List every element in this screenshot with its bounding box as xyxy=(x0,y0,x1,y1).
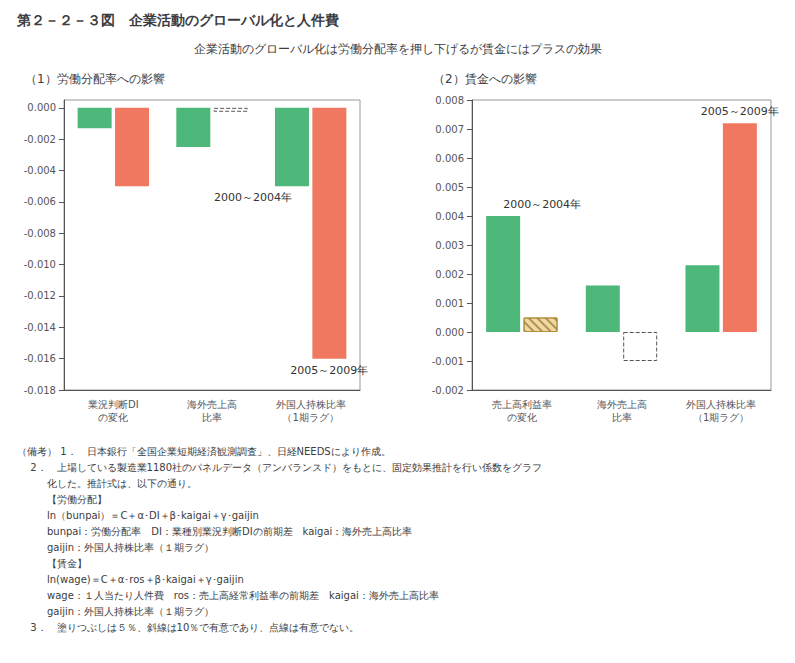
svg-text:gaijin：外国人持株比率（１期ラグ）: gaijin：外国人持株比率（１期ラグ） xyxy=(17,606,214,617)
svg-text:gaijin：外国人持株比率（１期ラグ）: gaijin：外国人持株比率（１期ラグ） xyxy=(17,542,214,553)
svg-text:0.000: 0.000 xyxy=(435,327,464,338)
svg-text:-0.010: -0.010 xyxy=(24,259,56,270)
svg-text:の変化: の変化 xyxy=(507,412,537,423)
svg-text:売上高利益率: 売上高利益率 xyxy=(492,399,552,410)
svg-text:の変化: の変化 xyxy=(98,412,128,423)
svg-text:0.005: 0.005 xyxy=(435,182,464,193)
svg-text:wage：１人当たり人件費 ros：売上高経常利益率の前期差: wage：１人当たり人件費 ros：売上高経常利益率の前期差 kaigai：海外… xyxy=(17,590,439,601)
svg-text:-0.008: -0.008 xyxy=(24,228,56,239)
svg-text:（2）賃金への影響: （2）賃金への影響 xyxy=(433,72,537,86)
svg-text:0.002: 0.002 xyxy=(435,269,464,280)
svg-text:【賃金】: 【賃金】 xyxy=(17,558,87,569)
svg-text:2005～2009年: 2005～2009年 xyxy=(701,105,779,118)
svg-text:-0.014: -0.014 xyxy=(24,322,56,333)
svg-text:比率: 比率 xyxy=(612,412,632,423)
svg-text:-0.002: -0.002 xyxy=(432,385,464,396)
svg-text:ln（bunpai）＝C＋α･DI＋β･kaigai＋γ･g: ln（bunpai）＝C＋α･DI＋β･kaigai＋γ･gaijin xyxy=(17,510,259,521)
svg-text:【労働分配】: 【労働分配】 xyxy=(17,494,107,505)
svg-text:-0.004: -0.004 xyxy=(24,165,56,176)
svg-text:-0.018: -0.018 xyxy=(24,385,56,396)
svg-text:0.006: 0.006 xyxy=(435,153,464,164)
svg-text:2000～2004年: 2000～2004年 xyxy=(503,198,581,211)
svg-text:外国人持株比率: 外国人持株比率 xyxy=(276,399,346,410)
svg-text:（1期ラグ）: （1期ラグ） xyxy=(693,412,749,423)
svg-text:2． 上場している製造業1180社のパネルデータ（アンバラン: 2． 上場している製造業1180社のパネルデータ（アンバランスド）をもとに、固定… xyxy=(17,462,542,473)
svg-text:海外売上高: 海外売上高 xyxy=(597,399,647,410)
svg-text:ln(wage)＝C＋α･ros＋β･kaigai＋γ･ga: ln(wage)＝C＋α･ros＋β･kaigai＋γ･gaijin xyxy=(17,574,244,585)
svg-text:3． 塗りつぶしは５％、斜線は10％で有意であり、点線は有意: 3． 塗りつぶしは５％、斜線は10％で有意であり、点線は有意でない。 xyxy=(17,622,359,633)
svg-text:企業活動のグローバル化は労働分配率を押し下げるが賃金にはプラ: 企業活動のグローバル化は労働分配率を押し下げるが賃金にはプラスの効果 xyxy=(194,42,602,56)
svg-text:（1）労働分配率への影響: （1）労働分配率への影響 xyxy=(25,72,165,86)
svg-text:2005～2009年: 2005～2009年 xyxy=(290,364,368,377)
svg-text:-0.001: -0.001 xyxy=(432,356,464,367)
svg-text:化した。推計式は、以下の通り。: 化した。推計式は、以下の通り。 xyxy=(17,478,197,489)
svg-text:0.000: 0.000 xyxy=(27,102,56,113)
svg-text:業況判断DI: 業況判断DI xyxy=(88,399,139,410)
svg-text:bunpai：労働分配率 DI：業種別業況判断DIの前期差: bunpai：労働分配率 DI：業種別業況判断DIの前期差 kaigai：海外売… xyxy=(17,526,412,537)
svg-text:0.003: 0.003 xyxy=(435,240,464,251)
svg-text:0.001: 0.001 xyxy=(435,298,464,309)
svg-text:（1期ラグ）: （1期ラグ） xyxy=(282,412,338,423)
svg-text:第２－２－３図 企業活動のグローバル化と人件費: 第２－２－３図 企業活動のグローバル化と人件費 xyxy=(16,12,339,28)
svg-text:-0.016: -0.016 xyxy=(24,353,56,364)
svg-text:0.004: 0.004 xyxy=(435,211,464,222)
svg-text:-0.002: -0.002 xyxy=(24,134,56,145)
svg-text:海外売上高: 海外売上高 xyxy=(187,399,237,410)
svg-text:0.007: 0.007 xyxy=(435,124,464,135)
svg-text:比率: 比率 xyxy=(202,412,222,423)
svg-text:外国人持株比率: 外国人持株比率 xyxy=(686,399,756,410)
svg-text:（備考） 1． 日本銀行「全国企業短期経済観測調査」、日経N: （備考） 1． 日本銀行「全国企業短期経済観測調査」、日経NEEDSにより作成。 xyxy=(17,446,391,457)
svg-text:0.008: 0.008 xyxy=(435,95,464,106)
svg-text:-0.006: -0.006 xyxy=(24,196,56,207)
svg-text:2000～2004年: 2000～2004年 xyxy=(214,191,292,204)
svg-text:-0.012: -0.012 xyxy=(24,290,56,301)
